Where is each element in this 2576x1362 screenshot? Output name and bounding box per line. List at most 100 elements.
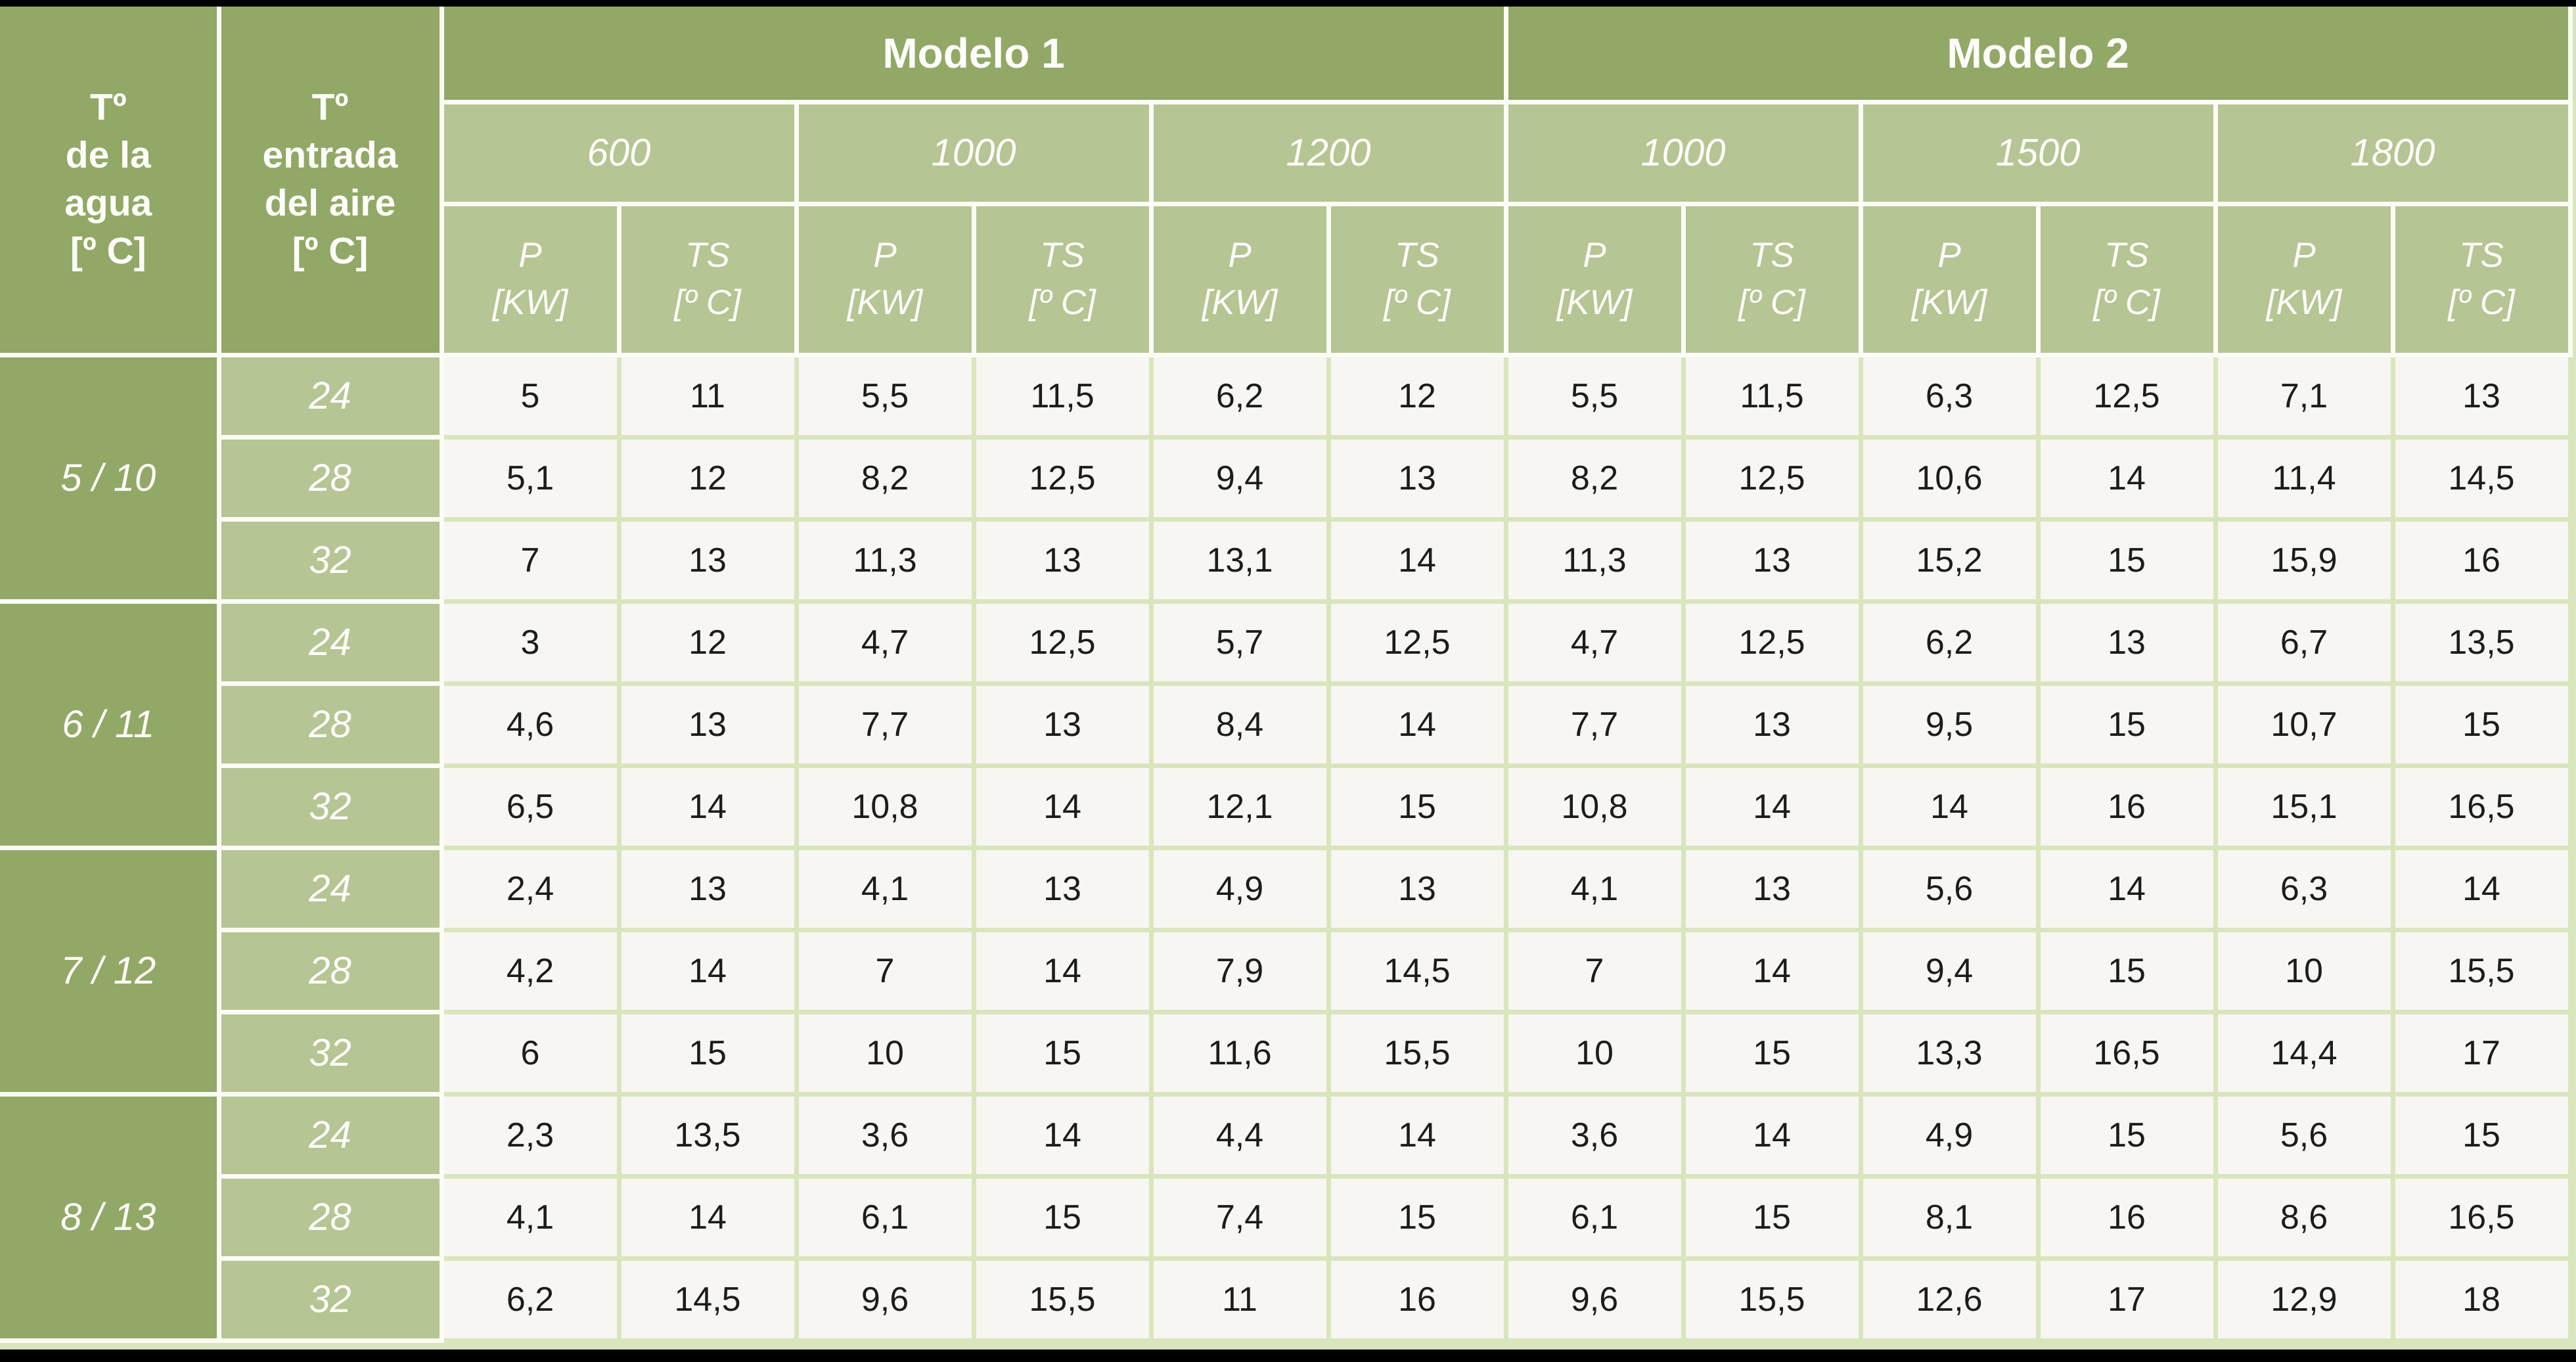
value-cell: 10,6 (1858, 434, 2041, 522)
value-cell: 14 (616, 763, 799, 850)
table-row: 7 / 12 24 2,4 13 4,1 13 4,9 13 4,1 13 5,6 14 6,3 14 (0, 845, 2573, 1097)
table-row: 32 6,2 14,5 9,6 15,5 11 16 9,6 15,5 12,6 17 12,9 18 (0, 1256, 2573, 1343)
value-cell: 13,5 (616, 1091, 799, 1179)
value-cell: 5,1 (439, 434, 621, 522)
value-cell: 16 (1326, 1256, 1508, 1343)
value-cell: 15 (1681, 1009, 1863, 1097)
value-cell: 15 (2390, 681, 2573, 768)
size-header: 1500 (1858, 99, 2218, 206)
value-cell: 12 (1326, 352, 1508, 440)
table-row: 32 6,5 14 10,8 14 12,1 15 10,8 14 14 16 15,1 16,5 (0, 763, 2573, 850)
value-cell: 15 (971, 1009, 1154, 1097)
value-cell: 15 (1326, 763, 1508, 850)
value-cell: 6,3 (2213, 845, 2395, 932)
value-cell: 13 (971, 845, 1154, 932)
value-cell: 3,6 (1503, 1091, 1686, 1179)
value-cell: 16,5 (2390, 1173, 2573, 1261)
table-row: 28 4,2 14 7 14 7,9 14,5 7 14 9,4 15 10 15,5 (0, 927, 2573, 1014)
size-header: 1000 (1503, 99, 1863, 206)
value-cell: 11 (1148, 1256, 1331, 1343)
air-temp-cell: 32 (216, 1009, 444, 1097)
value-cell: 6,2 (1858, 599, 2041, 686)
value-cell: 9,4 (1148, 434, 1331, 522)
value-cell: 11,4 (2213, 434, 2395, 522)
air-temp-cell: 28 (216, 1173, 444, 1261)
value-cell: 3,6 (794, 1091, 976, 1179)
value-cell: 3 (439, 599, 621, 686)
value-cell: 4,7 (1503, 599, 1686, 686)
value-cell: 14 (971, 927, 1154, 1014)
size-header-row: 600 1000 1200 1000 1500 1800 (0, 99, 2573, 206)
value-cell: 2,4 (439, 845, 621, 932)
value-cell: 14 (616, 927, 799, 1014)
value-cell: 8,2 (1503, 434, 1686, 522)
value-cell: 4,9 (1148, 845, 1331, 932)
ts-unit-header: TS [º C] (2035, 201, 2218, 357)
value-cell: 9,6 (794, 1256, 976, 1343)
value-cell: 5,7 (1148, 599, 1331, 686)
ts-unit-header: TS [º C] (1326, 201, 1508, 357)
value-cell: 15 (2035, 927, 2218, 1014)
value-cell: 9,6 (1503, 1256, 1686, 1343)
value-cell: 12,5 (2035, 352, 2218, 440)
value-cell: 13 (2035, 599, 2218, 686)
value-cell: 5 (439, 352, 621, 440)
value-cell: 14 (616, 1173, 799, 1261)
value-cell: 5,6 (1858, 845, 2041, 932)
value-cell: 13 (1326, 845, 1508, 932)
value-cell: 16,5 (2390, 763, 2573, 850)
air-temp-cell: 24 (216, 352, 444, 440)
water-temp-cell: 5 / 10 (0, 352, 221, 604)
value-cell: 13,5 (2390, 599, 2573, 686)
value-cell: 12 (616, 599, 799, 686)
value-cell: 13 (1681, 845, 1863, 932)
model-header-row: Tº de la agua [º C] Tº entrada del aire … (0, 7, 2573, 357)
performance-table-wrapper: Tº de la agua [º C] Tº entrada del aire … (0, 7, 2576, 1350)
value-cell: 6,7 (2213, 599, 2395, 686)
value-cell: 6,2 (439, 1256, 621, 1343)
value-cell: 5,5 (1503, 352, 1686, 440)
power-unit-header: P [KW] (439, 201, 621, 357)
value-cell: 12 (616, 434, 799, 522)
value-cell: 9,5 (1858, 681, 2041, 768)
performance-table: Tº de la agua [º C] Tº entrada del aire … (0, 7, 2573, 1343)
value-cell: 8,4 (1148, 681, 1331, 768)
value-cell: 4,4 (1148, 1091, 1331, 1179)
value-cell: 7,7 (1503, 681, 1686, 768)
power-unit-header: P [KW] (794, 201, 976, 357)
value-cell: 6,3 (1858, 352, 2041, 440)
air-temp-cell: 24 (216, 845, 444, 932)
value-cell: 17 (2390, 1009, 2573, 1097)
value-cell: 16 (2390, 516, 2573, 604)
value-cell: 11,3 (1503, 516, 1686, 604)
value-cell: 14 (1326, 1091, 1508, 1179)
value-cell: 11,6 (1148, 1009, 1331, 1097)
value-cell: 15,5 (971, 1256, 1154, 1343)
value-cell: 7,1 (2213, 352, 2395, 440)
water-temp-cell: 7 / 12 (0, 845, 221, 1097)
value-cell: 14 (1858, 763, 2041, 850)
value-cell: 14 (1326, 681, 1508, 768)
value-cell: 11,5 (1681, 352, 1863, 440)
value-cell: 7,9 (1148, 927, 1331, 1014)
value-cell: 13 (1681, 681, 1863, 768)
value-cell: 15,5 (2390, 927, 2573, 1014)
value-cell: 13 (2390, 352, 2573, 440)
value-cell: 7 (439, 516, 621, 604)
value-cell: 4,1 (1503, 845, 1686, 932)
value-cell: 14 (971, 1091, 1154, 1179)
air-temp-cell: 28 (216, 681, 444, 768)
value-cell: 15 (1681, 1173, 1863, 1261)
value-cell: 13 (616, 516, 799, 604)
ts-unit-header: TS [º C] (1681, 201, 1863, 357)
value-cell: 15,9 (2213, 516, 2395, 604)
value-cell: 7,4 (1148, 1173, 1331, 1261)
air-temp-cell: 32 (216, 1256, 444, 1343)
value-cell: 7 (794, 927, 976, 1014)
value-cell: 15,5 (1326, 1009, 1508, 1097)
value-cell: 10,8 (1503, 763, 1686, 850)
value-cell: 4,7 (794, 599, 976, 686)
value-cell: 12,5 (1681, 434, 1863, 522)
value-cell: 6,1 (794, 1173, 976, 1261)
value-cell: 18 (2390, 1256, 2573, 1343)
